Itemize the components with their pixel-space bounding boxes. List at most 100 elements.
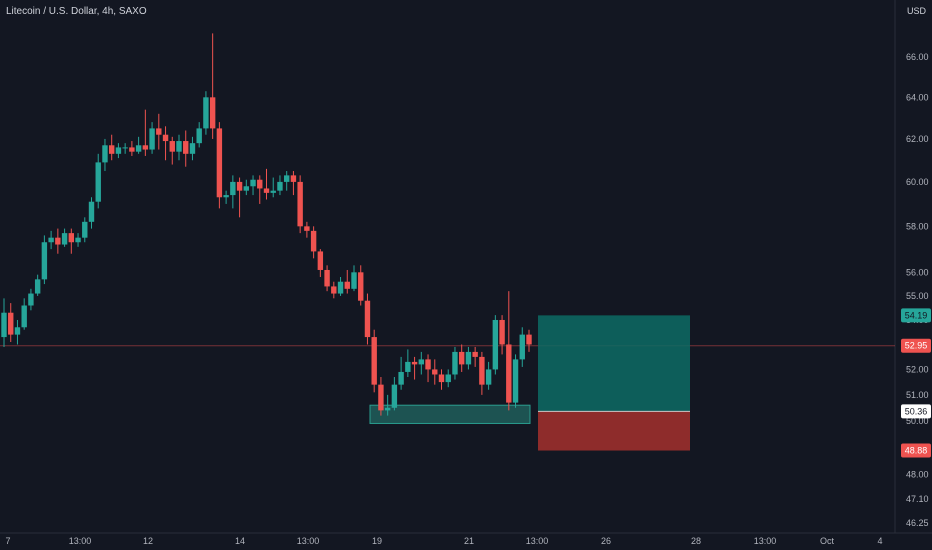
candle-body bbox=[55, 237, 61, 245]
y-tick-label: 52.00 bbox=[906, 364, 929, 374]
candle-body bbox=[384, 407, 391, 411]
y-tick-label: 60.00 bbox=[906, 177, 929, 187]
candle-body bbox=[122, 147, 128, 149]
candle-body bbox=[297, 181, 303, 227]
candle-body bbox=[506, 344, 512, 403]
candle-body bbox=[115, 147, 122, 154]
x-tick-label: Oct bbox=[820, 536, 835, 546]
candle-body bbox=[196, 128, 202, 144]
candle-body bbox=[209, 97, 216, 129]
candle-body bbox=[458, 351, 465, 365]
candle-body bbox=[135, 145, 142, 152]
x-tick-label: 13:00 bbox=[297, 536, 320, 546]
y-tick-label: 51.00 bbox=[906, 390, 929, 400]
current-price-tag-text: 52.95 bbox=[905, 341, 928, 351]
x-tick-label: 14 bbox=[235, 536, 245, 546]
y-tick-label: 55.00 bbox=[906, 291, 929, 301]
candle-body bbox=[263, 188, 270, 193]
entry-price-tag bbox=[901, 404, 931, 419]
y-tick-label: 48.00 bbox=[906, 469, 929, 479]
stop-zone[interactable] bbox=[538, 411, 690, 451]
x-tick-label: 13:00 bbox=[526, 536, 549, 546]
candle-body bbox=[142, 145, 149, 150]
candle-body bbox=[68, 233, 75, 243]
candle-body bbox=[432, 369, 438, 375]
candle-body bbox=[512, 359, 519, 403]
candle-body bbox=[250, 179, 256, 187]
stop-price-tag bbox=[901, 443, 931, 458]
candle-body bbox=[203, 97, 209, 129]
chart-title: Litecoin / U.S. Dollar, 4h, SAXO bbox=[6, 6, 147, 17]
candle-body bbox=[331, 286, 337, 294]
candle-body bbox=[183, 141, 189, 154]
candle-body bbox=[48, 237, 54, 243]
y-tick-label: 64.00 bbox=[906, 92, 929, 102]
candle-body bbox=[378, 384, 384, 411]
x-tick-label: 4 bbox=[877, 536, 882, 546]
candle-body bbox=[28, 293, 34, 306]
candle-body bbox=[499, 319, 505, 345]
candle-body bbox=[1, 312, 7, 338]
candle-body bbox=[358, 272, 364, 301]
candle-body bbox=[337, 281, 344, 294]
candle-body bbox=[223, 195, 229, 198]
target-zone[interactable] bbox=[538, 315, 690, 412]
x-tick-label: 19 bbox=[372, 536, 382, 546]
y-tick-label: 56.00 bbox=[906, 267, 929, 277]
candle-body bbox=[317, 251, 324, 270]
candle-body bbox=[479, 356, 485, 385]
x-tick-label: 26 bbox=[601, 536, 611, 546]
candle-body bbox=[189, 143, 196, 154]
candle-body bbox=[75, 237, 81, 243]
x-tick-label: 12 bbox=[143, 536, 153, 546]
candle-body bbox=[41, 242, 48, 280]
entry-price-tag-text: 50.36 bbox=[905, 406, 928, 416]
candle-body bbox=[243, 186, 250, 191]
y-tick-label: 58.00 bbox=[906, 221, 929, 231]
candle-body bbox=[88, 201, 95, 222]
candle-body bbox=[425, 359, 431, 370]
candle-body bbox=[21, 305, 27, 328]
candle-body bbox=[371, 337, 377, 385]
candle-body bbox=[526, 334, 532, 345]
candle-body bbox=[411, 361, 418, 365]
candle-body bbox=[364, 300, 371, 338]
x-tick-label: 13:00 bbox=[754, 536, 777, 546]
candle-body bbox=[472, 351, 478, 357]
x-tick-label: 7 bbox=[5, 536, 10, 546]
y-tick-label: 46.25 bbox=[906, 518, 929, 528]
candle-body bbox=[257, 179, 263, 189]
stop-price-tag-text: 48.88 bbox=[905, 446, 928, 456]
candle-body bbox=[344, 281, 350, 289]
target-price-tag-text: 54.19 bbox=[905, 310, 928, 320]
candle-body bbox=[156, 128, 162, 135]
candle-body bbox=[230, 181, 236, 196]
candle-body bbox=[492, 319, 499, 370]
candle-body bbox=[270, 190, 276, 193]
demand-zone-box[interactable] bbox=[369, 404, 531, 424]
candle-body bbox=[129, 147, 135, 152]
candle-body bbox=[445, 374, 451, 383]
candle-body bbox=[95, 162, 101, 202]
candle-body bbox=[304, 226, 310, 231]
y-tick-label: 47.10 bbox=[906, 494, 929, 504]
current-price-tag bbox=[901, 338, 931, 353]
candle-body bbox=[485, 369, 492, 385]
candle-body bbox=[418, 359, 425, 365]
y-tick-label: 62.00 bbox=[906, 134, 929, 144]
y-tick-label: 66.00 bbox=[906, 52, 929, 62]
x-tick-label: 21 bbox=[464, 536, 474, 546]
candle-body bbox=[82, 221, 88, 238]
candle-body bbox=[162, 134, 169, 142]
candle-body bbox=[310, 230, 317, 252]
target-price-tag bbox=[901, 308, 931, 323]
candle-body bbox=[236, 181, 243, 191]
candle-body bbox=[34, 279, 41, 294]
candle-body bbox=[169, 141, 175, 152]
candle-body bbox=[14, 327, 21, 335]
currency-label: USD bbox=[907, 6, 927, 16]
candle-body bbox=[108, 145, 115, 154]
candle-body bbox=[102, 145, 108, 163]
y-tick-label: 50.00 bbox=[906, 416, 929, 426]
